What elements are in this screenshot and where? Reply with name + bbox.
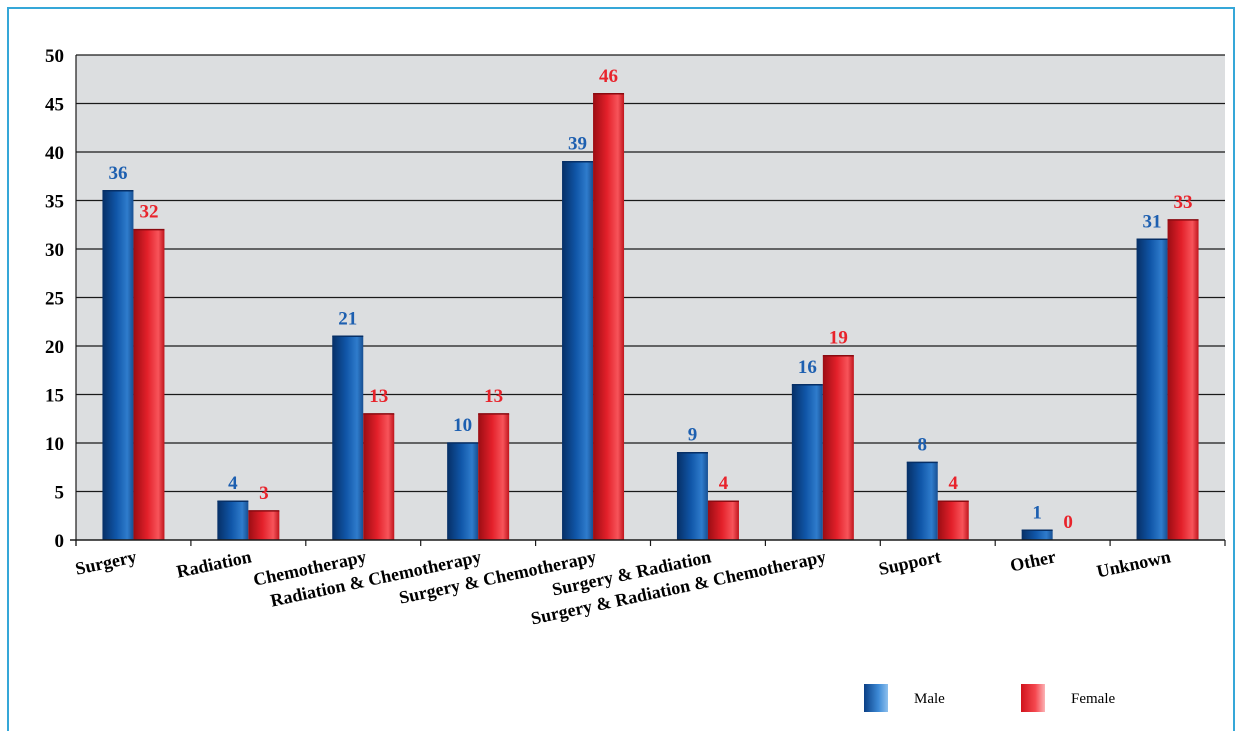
x-tick-label: Other bbox=[1008, 546, 1057, 575]
y-tick-label: 10 bbox=[45, 434, 64, 455]
y-tick-label: 0 bbox=[55, 531, 65, 552]
bar-male bbox=[332, 336, 364, 540]
bar-female bbox=[478, 413, 510, 540]
bar-female bbox=[363, 413, 395, 540]
data-label-male: 4 bbox=[228, 473, 238, 494]
data-label-female: 4 bbox=[949, 473, 959, 494]
y-tick-label: 35 bbox=[45, 192, 64, 213]
y-tick-label: 20 bbox=[45, 337, 64, 358]
bar-male bbox=[217, 501, 249, 540]
gridlines bbox=[76, 54, 1225, 493]
data-label-male: 9 bbox=[688, 425, 698, 446]
y-tick-label: 40 bbox=[45, 143, 64, 164]
x-tick-label: Surgery bbox=[73, 546, 138, 578]
legend-swatch-female bbox=[1021, 684, 1045, 712]
legend-label-female: Female bbox=[1071, 691, 1115, 707]
y-tick-label: 45 bbox=[45, 95, 64, 116]
bar-male bbox=[676, 452, 708, 540]
y-tick-label: 25 bbox=[45, 289, 64, 310]
bar-male bbox=[1136, 239, 1168, 541]
data-label-male: 39 bbox=[568, 134, 587, 155]
data-label-male: 10 bbox=[453, 415, 472, 436]
bar-female bbox=[937, 501, 969, 540]
chart-frame bbox=[7, 7, 1235, 731]
y-tick-label: 30 bbox=[45, 240, 64, 261]
bar-male bbox=[791, 384, 823, 540]
legend: Male Female bbox=[864, 684, 1115, 712]
bar-female bbox=[593, 93, 625, 541]
y-tick-label: 5 bbox=[55, 483, 65, 504]
bar-male bbox=[102, 190, 134, 541]
bar-female bbox=[822, 355, 854, 540]
legend-swatch-male bbox=[864, 684, 888, 712]
data-label-female: 19 bbox=[829, 328, 848, 349]
data-label-female: 33 bbox=[1174, 192, 1193, 213]
data-label-male: 8 bbox=[918, 434, 928, 455]
bar-female bbox=[1167, 219, 1199, 540]
data-label-male: 16 bbox=[798, 357, 817, 378]
legend-label-male: Male bbox=[914, 691, 945, 707]
data-label-female: 3 bbox=[259, 483, 269, 504]
data-label-female: 46 bbox=[599, 66, 618, 87]
data-label-male: 21 bbox=[338, 308, 357, 329]
data-label-male: 31 bbox=[1143, 211, 1162, 232]
data-label-female: 13 bbox=[484, 386, 503, 407]
bar-male bbox=[1021, 530, 1053, 540]
data-label-female: 32 bbox=[139, 202, 158, 223]
x-tick-label: Support bbox=[877, 546, 943, 579]
bar-male bbox=[447, 443, 479, 540]
bar-female bbox=[248, 510, 280, 540]
data-label-female: 0 bbox=[1063, 512, 1073, 533]
x-tick-label: Radiation bbox=[175, 546, 254, 581]
x-tick-label: Unknown bbox=[1095, 546, 1173, 581]
data-label-female: 13 bbox=[369, 386, 388, 407]
bar-female bbox=[133, 229, 165, 540]
y-tick-label: 50 bbox=[45, 46, 64, 67]
bar-male bbox=[906, 462, 938, 540]
bar-female bbox=[707, 501, 739, 540]
bar-male bbox=[562, 161, 594, 540]
data-label-male: 1 bbox=[1032, 502, 1042, 523]
data-label-male: 36 bbox=[108, 163, 127, 184]
y-tick-label: 15 bbox=[45, 386, 64, 407]
data-label-female: 4 bbox=[719, 473, 729, 494]
y-axis: 0 5 10 15 20 25 30 35 40 45 50 bbox=[45, 46, 77, 552]
